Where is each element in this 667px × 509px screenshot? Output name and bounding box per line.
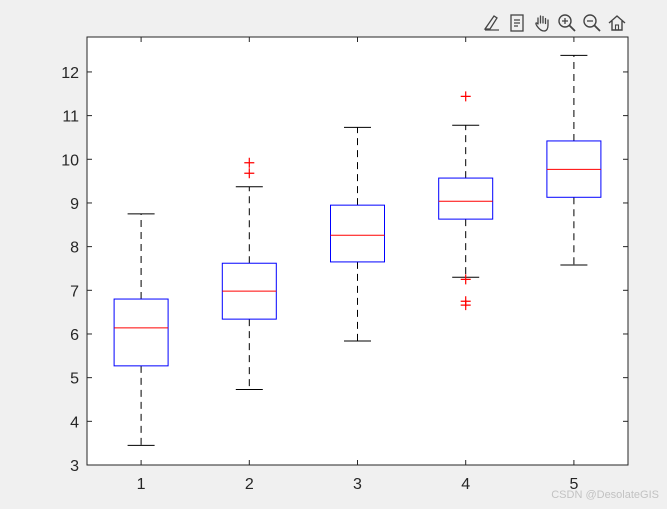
y-tick-label: 8 [70, 240, 79, 257]
y-tick-label: 12 [61, 65, 79, 82]
brush-icon[interactable] [481, 12, 503, 34]
box-iqr [113, 298, 169, 367]
plot-area [86, 36, 629, 466]
outlier-marker [460, 274, 471, 285]
x-tick-label: 3 [353, 476, 362, 493]
x-tick-label: 2 [245, 476, 254, 493]
outlier-marker [460, 91, 471, 102]
zoom-out-icon[interactable] [581, 12, 603, 34]
x-tick-label: 4 [461, 476, 470, 493]
y-tick-label: 3 [70, 458, 79, 475]
y-tick-label: 4 [70, 414, 79, 431]
zoom-in-icon[interactable] [556, 12, 578, 34]
box-iqr [438, 177, 494, 220]
y-tick-label: 5 [70, 371, 79, 388]
y-tick-label: 11 [62, 109, 79, 126]
y-tick-label: 10 [61, 152, 79, 169]
x-tick-label: 1 [137, 476, 146, 493]
datatip-icon[interactable] [506, 12, 528, 34]
watermark-text: CSDN @DesolateGIS [551, 489, 659, 501]
y-tick-label: 7 [70, 283, 79, 300]
outlier-marker [460, 300, 471, 311]
y-tick-label: 9 [70, 196, 79, 213]
y-tick-label: 6 [70, 327, 79, 344]
x-tick-label: 5 [569, 476, 578, 493]
outlier-marker [244, 157, 255, 168]
home-icon[interactable] [606, 12, 628, 34]
figure-toolbar [481, 12, 628, 34]
pan-icon[interactable] [531, 12, 553, 34]
outlier-marker [244, 168, 255, 179]
box-iqr [330, 204, 385, 263]
